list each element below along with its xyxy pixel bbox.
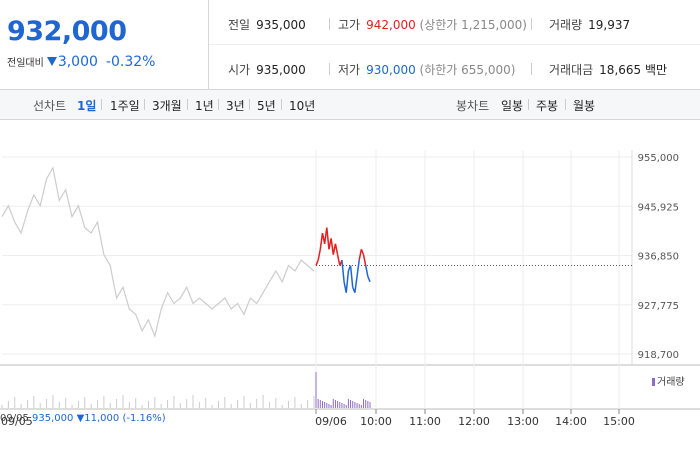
today-line-segment: [367, 276, 371, 283]
stat-separator: [531, 18, 532, 30]
down-triangle-icon: [46, 57, 57, 66]
tab-weekly-candle[interactable]: 주봉: [536, 99, 559, 113]
chart-period-tabs: 선차트 1일 1주일 3개월 1년 3년 5년 10년 봉차트 일봉 주봉 월봉: [0, 90, 700, 120]
today-line-segment: [315, 259, 319, 266]
x-left-label: 09/05: [1, 415, 33, 428]
y-tick-label: 936,850: [638, 252, 679, 263]
diff-value: 3,000: [57, 54, 98, 70]
y-tick-label: 955,000: [638, 153, 679, 164]
tab-daily-candle[interactable]: 일봉: [501, 99, 524, 113]
chart-grid: [0, 150, 700, 414]
today-line-segment: [349, 265, 354, 288]
today-line-segment: [358, 249, 363, 261]
candle-chart-label: 봉차트: [456, 99, 490, 113]
today-line-segment: [319, 232, 324, 250]
tab-monthly-candle[interactable]: 월봉: [573, 99, 596, 113]
stat-low: 저가 930,000 (하한가 655,000): [338, 63, 516, 77]
stat-separator: [329, 63, 330, 75]
x-tick-label: 15:00: [603, 415, 635, 428]
x-tick-label: 12:00: [458, 415, 490, 428]
stat-separator: [531, 63, 532, 75]
x-tick-label: 14:00: [555, 415, 587, 428]
x-axis-labels: 09/06 10:00 11:00 12:00 13:00 14:00 15:00 09/05: [1, 415, 635, 428]
x-tick-label: 13:00: [507, 415, 539, 428]
price-summary: 932,000 전일대비 3,000 -0.32% 전일 935,000 고가 942,…: [0, 0, 700, 90]
tab-10year[interactable]: 10년: [289, 99, 316, 113]
price-chart: 955,000 945,925 936,850 927,775 918,700 09/0…: [0, 150, 700, 428]
stat-prev-close: 전일 935,000: [228, 18, 306, 32]
volume-swatch-icon: [652, 378, 655, 386]
today-line-segment: [356, 260, 360, 277]
today-line-segment: [360, 248, 365, 255]
stat-volume: 거래량 19,937: [549, 18, 631, 32]
prev-day-line: [1, 166, 315, 339]
price-box: 932,000 전일대비 3,000 -0.32%: [0, 0, 209, 89]
stat-open: 시가 935,000: [228, 63, 306, 77]
x-tick-label: 10:00: [360, 415, 392, 428]
prev-day-info: 09/05 935,000 ▼11,000 (-1.16%): [0, 413, 166, 424]
y-tick-label: 927,775: [638, 301, 679, 312]
tab-1day[interactable]: 1일: [77, 99, 97, 113]
chart-series: [1, 166, 632, 339]
tab-1week[interactable]: 1주일: [110, 99, 140, 113]
price-diff: 전일대비 3,000 -0.32%: [7, 54, 155, 70]
today-line-segment: [341, 260, 345, 282]
today-line-segment: [345, 270, 350, 293]
today-line-segment: [336, 254, 341, 266]
tab-1year[interactable]: 1년: [195, 99, 214, 113]
today-line-segment: [362, 254, 367, 266]
volume-bars: [1, 372, 371, 408]
y-tick-label: 945,925: [638, 202, 679, 213]
x-tick-label: 11:00: [409, 415, 441, 428]
tab-5year[interactable]: 5년: [257, 99, 276, 113]
y-axis-labels: 955,000 945,925 936,850 927,775 918,700: [638, 153, 679, 361]
stat-amount: 거래대금 18,665 백만: [549, 63, 668, 77]
y-tick-label: 918,700: [638, 350, 679, 361]
stats-divider: [209, 44, 700, 45]
stat-high: 고가 942,000 (상한가 1,215,000): [338, 18, 527, 32]
diff-percent: -0.32%: [105, 54, 156, 70]
today-line-segment: [330, 238, 335, 255]
tab-3year[interactable]: 3년: [226, 99, 245, 113]
today-line-segment: [364, 265, 369, 277]
volume-legend: 거래량: [652, 373, 685, 388]
today-line-segment: [326, 227, 330, 250]
x-tick-label: 09/06: [315, 415, 347, 428]
today-line-segment: [354, 276, 358, 293]
diff-label: 전일대비: [7, 58, 44, 69]
today-line-segment: [317, 249, 322, 261]
stat-separator: [329, 18, 330, 30]
tab-3month[interactable]: 3개월: [152, 99, 182, 113]
current-price: 932,000: [7, 16, 127, 47]
line-chart-label: 선차트: [33, 99, 67, 113]
today-line-segment: [334, 243, 339, 255]
